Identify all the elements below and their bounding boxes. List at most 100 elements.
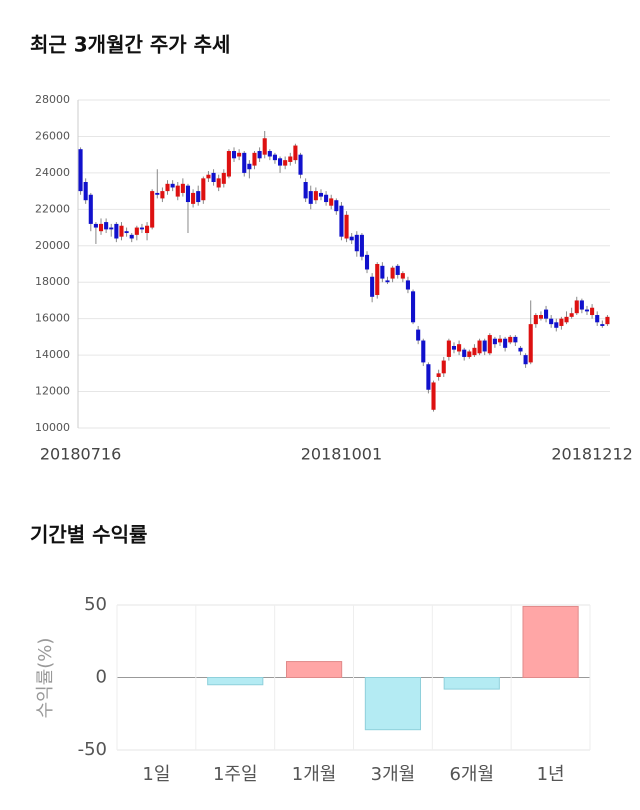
candle-body (201, 178, 206, 201)
x-tick-label: 1개월 (292, 764, 337, 785)
candle-body (354, 234, 359, 252)
candle-body (247, 163, 252, 170)
candle-body (349, 236, 354, 241)
candle-body (533, 315, 538, 325)
candle-body (262, 138, 267, 155)
candle-body (318, 192, 324, 197)
candle-body (579, 300, 584, 310)
candle-body (139, 227, 144, 230)
y-tick-label: 12000 (35, 385, 70, 398)
candle-body (426, 364, 431, 390)
candle-body (242, 152, 247, 173)
candle-body (134, 227, 139, 235)
candle-body (272, 154, 277, 161)
candle-body (221, 172, 226, 184)
candle-body (226, 151, 231, 177)
candle-body (288, 156, 293, 162)
candle-body (411, 291, 416, 323)
candle-body (436, 373, 441, 377)
candle-body (231, 151, 237, 159)
candle-body (129, 234, 134, 239)
candle-body (329, 198, 334, 206)
candle-body (180, 183, 185, 193)
bar (443, 677, 500, 690)
candle-body (446, 340, 451, 357)
candle-body (237, 152, 242, 157)
candle-body (359, 234, 364, 257)
candle-body (508, 336, 513, 343)
candle-body (114, 223, 119, 239)
y-tick-label: 14000 (35, 348, 70, 361)
candle-body (293, 145, 298, 161)
candle-body (170, 183, 175, 188)
candle-body (482, 340, 487, 352)
y-tick-label: 50 (84, 594, 107, 615)
candle-body (544, 309, 549, 319)
candle-body (492, 338, 497, 345)
candle-body (574, 300, 579, 314)
candle-body (308, 191, 313, 204)
candle-body (298, 154, 303, 175)
bar (364, 677, 422, 731)
candle-body (88, 194, 93, 224)
candle-body (364, 254, 370, 270)
x-tick-label: 1년 (537, 764, 565, 785)
candle-body (487, 335, 492, 354)
candle-body (559, 318, 564, 326)
candle-body (185, 185, 191, 203)
candle-body (175, 185, 180, 197)
candle-body (549, 318, 554, 325)
candle-body (564, 316, 569, 323)
y-tick-label: -50 (78, 739, 107, 760)
candle-body (313, 191, 318, 201)
y-tick-label: 10000 (35, 421, 70, 434)
candle-body (339, 205, 344, 237)
candle-body (370, 276, 375, 297)
candle-body (283, 160, 288, 166)
candle-body (513, 336, 518, 343)
candle-body (462, 349, 467, 357)
candle-body (155, 192, 160, 195)
candle-body (600, 324, 605, 326)
candle-body (400, 273, 405, 279)
y-axis-label: 수익률(%) (35, 638, 56, 719)
y-tick-label: 28000 (35, 93, 70, 106)
candle-body (278, 158, 283, 166)
candle-body (497, 338, 503, 343)
candle-body (119, 225, 124, 237)
x-tick-label: 6개월 (449, 764, 494, 785)
candle-body (421, 340, 426, 363)
y-tick-label: 24000 (35, 166, 70, 179)
y-tick-label: 22000 (35, 202, 70, 215)
candle-body (150, 191, 155, 228)
y-tick-label: 16000 (35, 312, 70, 325)
candle-body (467, 351, 472, 357)
bar (522, 605, 579, 679)
candle-body (605, 316, 610, 325)
candle-body (93, 223, 98, 228)
candle-body (528, 324, 533, 363)
candle-body (196, 191, 201, 203)
candle-body (216, 178, 221, 188)
candle-body (303, 182, 308, 199)
candle-body (257, 151, 262, 159)
candle-body (554, 322, 559, 328)
candle-body (441, 360, 446, 374)
x-tick-label: 20180716 (40, 445, 121, 464)
candle-body (416, 329, 421, 341)
chart-title: 최근 3개월간 주가 추세 (30, 33, 230, 57)
candle-body (160, 191, 165, 199)
candle-body (211, 172, 216, 182)
candle-body (590, 307, 595, 316)
candle-body (395, 265, 400, 275)
candle-body (595, 315, 600, 323)
candle-body (584, 309, 590, 312)
chart-title: 기간별 수익률 (30, 523, 147, 547)
candle-body (109, 227, 114, 230)
candle-body (569, 313, 574, 317)
candle-body (78, 149, 83, 192)
candle-body (334, 200, 339, 212)
candle-body (252, 152, 257, 166)
y-tick-label: 20000 (35, 239, 70, 252)
